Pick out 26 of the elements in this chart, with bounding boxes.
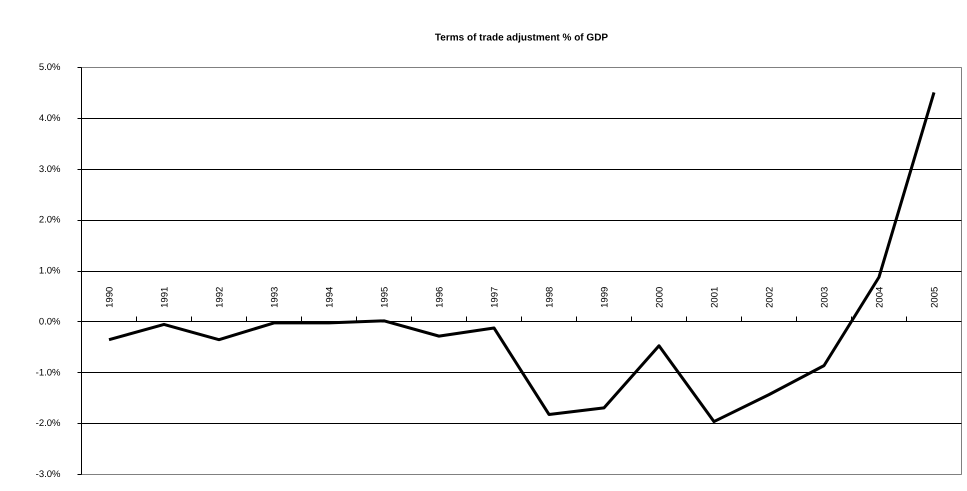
y-tick-label: 1.0% bbox=[38, 266, 62, 276]
x-tick-label: 2002 bbox=[764, 286, 776, 308]
x-tick-label: 1999 bbox=[600, 286, 610, 308]
y-tick-label: 5.0% bbox=[38, 62, 62, 73]
y-tick-label: -3.0% bbox=[36, 469, 62, 480]
y-tick-label: 0.0% bbox=[38, 316, 62, 328]
x-tick-label: 2003 bbox=[820, 286, 830, 308]
x-tick-label: 1995 bbox=[380, 286, 390, 308]
x-tick-label: 2001 bbox=[710, 286, 720, 308]
x-tick-label: 2004 bbox=[874, 286, 886, 308]
y-tick-label: 3.0% bbox=[38, 164, 62, 175]
y-tick-label: -1.0% bbox=[36, 367, 62, 378]
x-tick-label: 1993 bbox=[270, 286, 280, 308]
chart-title: Terms of trade adjustment % of GDP bbox=[434, 32, 608, 44]
x-tick-label: 1996 bbox=[434, 286, 446, 308]
y-tick-label: 4.0% bbox=[38, 112, 62, 124]
x-tick-label: 1997 bbox=[490, 286, 500, 308]
x-tick-label: 2000 bbox=[654, 286, 666, 308]
x-tick-label: 1991 bbox=[160, 286, 170, 308]
x-tick-label: 2005 bbox=[930, 286, 940, 308]
x-tick-label: 1998 bbox=[544, 286, 556, 308]
y-tick-label: -2.0% bbox=[36, 418, 62, 430]
x-tick-label: 1990 bbox=[104, 286, 116, 308]
x-tick-label: 1992 bbox=[214, 286, 226, 308]
y-tick-label: 2.0% bbox=[38, 214, 62, 226]
x-tick-label: 1994 bbox=[324, 286, 336, 308]
